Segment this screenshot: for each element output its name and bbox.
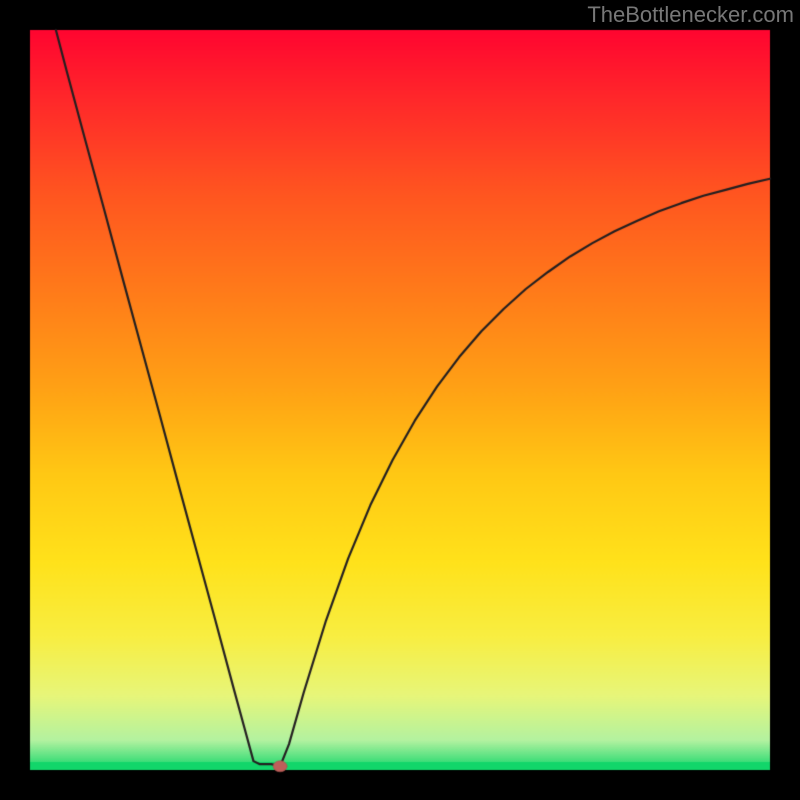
bottleneck-chart-canvas [0, 0, 800, 800]
watermark-text: TheBottlenecker.com [587, 2, 794, 28]
